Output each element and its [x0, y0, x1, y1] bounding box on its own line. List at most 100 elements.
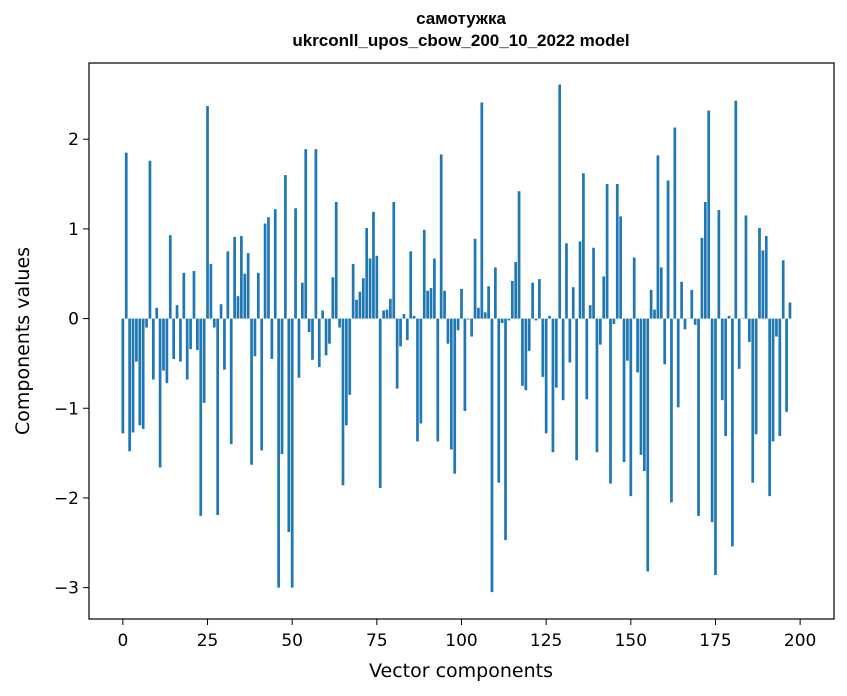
bar — [409, 251, 413, 319]
bar — [378, 318, 382, 489]
bar — [517, 191, 521, 319]
y-tick-label: 1 — [68, 220, 79, 240]
bar — [771, 318, 775, 442]
bar — [487, 286, 490, 319]
bar — [693, 318, 697, 325]
bar — [446, 318, 450, 344]
bar — [426, 290, 429, 319]
bar — [551, 318, 555, 453]
bar — [216, 318, 220, 515]
bar — [124, 152, 128, 319]
bar — [162, 318, 165, 371]
bar — [758, 228, 761, 319]
bar — [260, 318, 264, 451]
bar — [392, 202, 396, 319]
bar — [375, 255, 379, 319]
bar — [341, 318, 345, 486]
bar — [209, 263, 213, 319]
bar — [141, 318, 145, 429]
y-tick-label: 2 — [68, 130, 79, 150]
bar — [317, 318, 321, 368]
bar — [527, 318, 531, 351]
bar — [277, 318, 280, 588]
bar — [402, 314, 406, 319]
bar — [561, 318, 565, 401]
bar — [639, 318, 643, 455]
bar — [365, 228, 369, 319]
bar — [588, 305, 592, 319]
bar — [609, 318, 612, 484]
bar — [788, 302, 792, 319]
bar — [436, 318, 440, 442]
bar — [683, 318, 687, 330]
bar — [135, 318, 138, 362]
bar — [558, 84, 562, 319]
bar — [351, 263, 355, 319]
bar — [219, 304, 223, 319]
bar — [233, 236, 236, 319]
bar — [226, 251, 230, 319]
bar — [290, 318, 294, 588]
bar — [300, 282, 304, 319]
bar — [744, 215, 748, 319]
bar — [236, 296, 240, 319]
bar — [287, 318, 291, 533]
bar — [405, 318, 409, 341]
bar — [541, 318, 545, 377]
bar — [297, 318, 301, 378]
bar — [453, 318, 457, 474]
bar — [761, 250, 765, 319]
bar — [419, 318, 423, 424]
bar — [504, 318, 507, 541]
y-axis-ticks: −3 −2 −1 0 1 2 — [54, 130, 89, 599]
bar — [663, 318, 667, 365]
bar — [460, 288, 463, 319]
bar — [575, 318, 578, 461]
bar — [246, 253, 250, 319]
bar — [189, 318, 192, 350]
bar — [304, 149, 308, 319]
bar — [368, 258, 372, 319]
bar — [747, 318, 751, 342]
bar — [615, 184, 619, 319]
bar — [240, 236, 243, 319]
bar — [138, 318, 142, 426]
bar — [263, 223, 267, 319]
bar — [229, 318, 233, 445]
bar — [524, 318, 528, 391]
chart-subtitle: ukrconll_upos_cbow_200_10_2022 model — [292, 31, 630, 50]
bar — [165, 318, 169, 384]
bar — [673, 127, 677, 319]
bar — [629, 318, 633, 497]
bar — [690, 289, 694, 319]
bar — [382, 310, 385, 319]
bar — [321, 310, 325, 319]
bar — [128, 318, 131, 452]
bar — [158, 318, 162, 468]
bar — [585, 318, 589, 400]
bar — [785, 318, 788, 412]
bar — [781, 260, 785, 319]
bar — [582, 173, 585, 319]
bar — [470, 318, 474, 337]
bar — [670, 318, 673, 503]
bar — [500, 318, 504, 324]
bar — [433, 258, 436, 319]
bar — [270, 318, 274, 359]
bar — [334, 202, 338, 319]
bar — [372, 211, 375, 319]
bar — [253, 318, 257, 357]
x-tick-label: 175 — [699, 631, 731, 651]
chart-title-block: самотужка ukrconll_upos_cbow_200_10_2022… — [0, 8, 847, 52]
bar — [646, 318, 650, 572]
bar — [192, 271, 196, 319]
bar — [250, 318, 253, 465]
bar — [578, 241, 582, 319]
x-tick-label: 75 — [366, 631, 388, 651]
bar — [443, 290, 446, 319]
bar — [514, 262, 518, 319]
bar — [731, 318, 734, 547]
bar — [632, 257, 636, 319]
y-tick-label: 0 — [68, 310, 79, 330]
bar — [412, 315, 416, 319]
